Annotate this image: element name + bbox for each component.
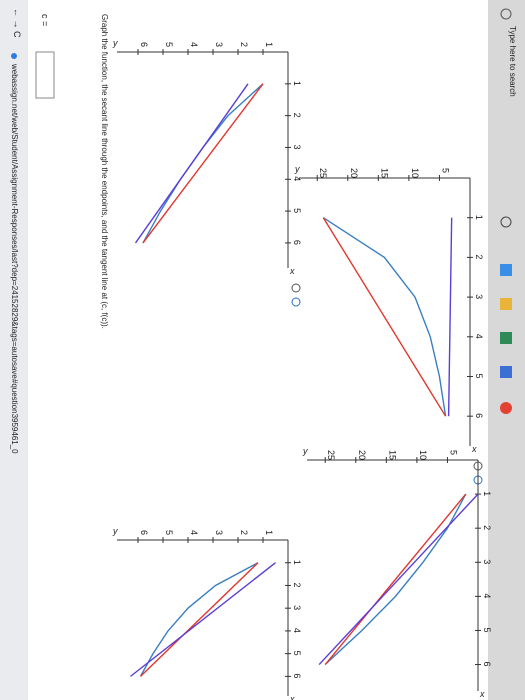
nav-buttons[interactable]: ← → C: [12, 8, 22, 38]
x-tick-label: 5: [292, 651, 302, 656]
app-icon[interactable]: [500, 402, 512, 414]
x-tick-label: 3: [292, 605, 302, 610]
x-axis-label: x: [289, 694, 295, 700]
y-tick-label: 10: [410, 168, 420, 178]
y-tick-label: 1: [264, 530, 274, 535]
y-tick-label: 15: [387, 450, 397, 460]
series-line: [447, 217, 453, 417]
x-tick-label: 6: [292, 240, 302, 245]
x-tick-label: 2: [482, 525, 492, 530]
search-icon: [500, 8, 512, 20]
series-line: [322, 217, 447, 417]
series-line: [139, 562, 259, 677]
series-line: [324, 493, 467, 666]
y-tick-label: 2: [239, 42, 249, 47]
y-tick-label: 3: [214, 530, 224, 535]
y-tick-label: 5: [448, 450, 458, 455]
c-input[interactable]: [35, 51, 55, 99]
y-tick-label: 1: [264, 42, 274, 47]
y-tick-label: 5: [164, 530, 174, 535]
x-tick-label: 4: [474, 334, 484, 339]
y-tick-label: 15: [379, 168, 389, 178]
y-axis-label: y: [112, 526, 118, 536]
y-axis-label: y: [302, 446, 308, 456]
y-tick-label: 4: [189, 530, 199, 535]
y-axis-label: y: [112, 38, 118, 48]
y-tick-label: 5: [164, 42, 174, 47]
c-label: c =: [40, 14, 50, 26]
task-view[interactable]: [500, 216, 512, 228]
series-line: [134, 83, 249, 244]
y-tick-label: 4: [189, 42, 199, 47]
y-tick-label: 5: [440, 168, 450, 173]
page-body: [28, 0, 488, 700]
answer-radio[interactable]: [291, 283, 301, 293]
info-icon[interactable]: [291, 297, 301, 307]
x-tick-label: 3: [292, 144, 302, 149]
app-icon[interactable]: [500, 332, 512, 344]
app-icon[interactable]: [500, 264, 512, 276]
y-tick-label: 6: [139, 530, 149, 535]
x-tick-label: 2: [474, 254, 484, 259]
series-line: [318, 493, 479, 666]
y-tick-label: 10: [418, 450, 428, 460]
x-tick-label: 1: [292, 560, 302, 565]
y-tick-label: 20: [349, 168, 359, 178]
x-tick-label: 5: [292, 208, 302, 213]
x-tick-label: 5: [482, 627, 492, 632]
x-tick-label: 2: [292, 582, 302, 587]
y-tick-label: 6: [139, 42, 149, 47]
x-tick-label: 4: [292, 176, 302, 181]
y-axis-label: y: [294, 164, 300, 174]
url[interactable]: webassign.net/web/Student/Assignment-Res…: [10, 63, 19, 454]
taskbar: [488, 0, 525, 700]
y-tick-label: 20: [357, 450, 367, 460]
x-axis-label: x: [479, 689, 485, 699]
prompt: Graph the function, the secant line thro…: [100, 14, 109, 329]
series-line: [142, 83, 264, 244]
series-line: [140, 562, 259, 677]
x-tick-label: 4: [482, 593, 492, 598]
x-tick-label: 3: [474, 294, 484, 299]
app-icon[interactable]: [500, 298, 512, 310]
x-tick-label: 6: [292, 673, 302, 678]
x-tick-label: 5: [474, 373, 484, 378]
x-tick-label: 1: [292, 81, 302, 86]
secure-icon: [11, 53, 17, 59]
x-tick-label: 1: [482, 491, 492, 496]
x-tick-label: 1: [474, 215, 484, 220]
y-tick-label: 2: [239, 530, 249, 535]
series-line: [324, 493, 467, 665]
series-line: [322, 217, 447, 417]
x-tick-label: 6: [482, 662, 492, 667]
x-tick-label: 6: [474, 413, 484, 418]
x-axis-label: x: [289, 266, 295, 276]
y-tick-label: 3: [214, 42, 224, 47]
x-tick-label: 2: [292, 113, 302, 118]
address-bar: [0, 0, 28, 700]
y-tick-label: 25: [318, 168, 328, 178]
x-axis-label: x: [471, 444, 477, 454]
search-box[interactable]: Type here to search: [508, 26, 517, 97]
x-tick-label: 4: [292, 628, 302, 633]
x-tick-label: 3: [482, 559, 492, 564]
y-tick-label: 25: [326, 450, 336, 460]
app-icon[interactable]: [500, 366, 512, 378]
series-line: [130, 562, 276, 677]
